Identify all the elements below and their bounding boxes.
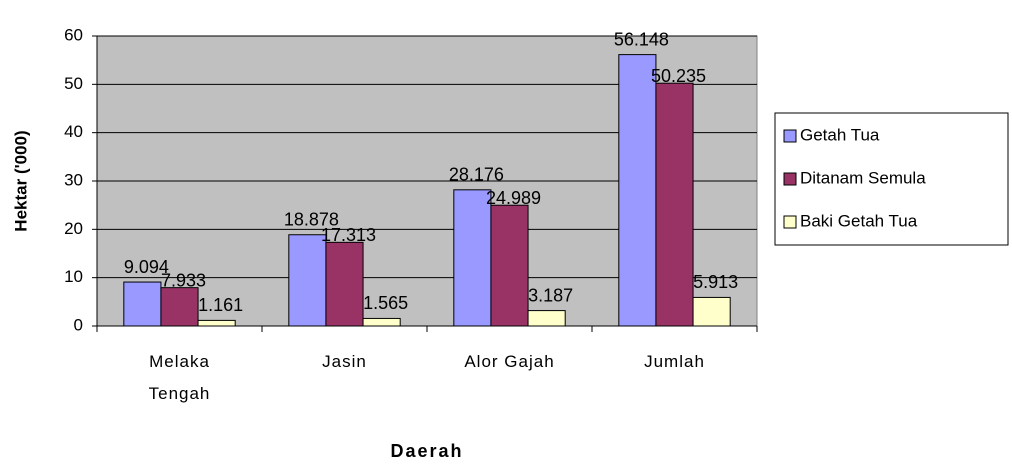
y-tick-label: 40 xyxy=(64,122,83,141)
y-tick-label: 0 xyxy=(74,315,83,334)
bar xyxy=(618,54,657,327)
data-label: 1.565 xyxy=(363,293,408,313)
x-tick-label: Jasin xyxy=(322,352,367,371)
bar xyxy=(655,82,694,327)
data-label: 3.187 xyxy=(528,285,573,305)
bar xyxy=(325,241,364,327)
data-label: 28.176 xyxy=(449,165,504,185)
y-tick-label: 20 xyxy=(64,219,83,238)
data-label: 56.148 xyxy=(614,29,669,49)
bar xyxy=(288,234,327,327)
legend-label: Ditanam Semula xyxy=(800,168,926,187)
data-label: 1.161 xyxy=(198,295,243,315)
y-tick-label: 60 xyxy=(64,25,83,44)
y-tick-label: 50 xyxy=(64,74,83,93)
bar xyxy=(160,287,199,327)
bar xyxy=(527,310,566,327)
y-axis-title: Hektar ('000) xyxy=(11,130,30,231)
bar xyxy=(197,319,236,327)
y-tick-label: 10 xyxy=(64,267,83,286)
legend-swatch xyxy=(783,172,797,186)
legend-box xyxy=(774,112,1009,246)
x-tick-label: Melaka Tengah xyxy=(148,352,211,403)
legend-swatch xyxy=(783,129,797,143)
x-tick-label: Alor Gajah xyxy=(464,352,555,371)
data-label: 24.989 xyxy=(486,188,541,208)
bar xyxy=(490,204,529,327)
bar xyxy=(692,296,731,327)
data-label: 9.094 xyxy=(124,257,169,277)
bar xyxy=(123,281,162,327)
data-label: 5.913 xyxy=(693,272,738,292)
legend-swatch xyxy=(783,215,797,229)
bar xyxy=(362,317,401,327)
data-label: 17.313 xyxy=(321,225,376,245)
data-label: 18.878 xyxy=(284,210,339,230)
data-label: 7.933 xyxy=(161,270,206,290)
legend-label: Getah Tua xyxy=(800,125,880,144)
x-axis-title: Daerah xyxy=(390,441,463,461)
legend-label: Baki Getah Tua xyxy=(800,211,918,230)
bar xyxy=(453,189,492,327)
data-label: 50.235 xyxy=(651,66,706,86)
x-tick-label: Jumlah xyxy=(644,352,705,371)
y-tick-label: 30 xyxy=(64,170,83,189)
